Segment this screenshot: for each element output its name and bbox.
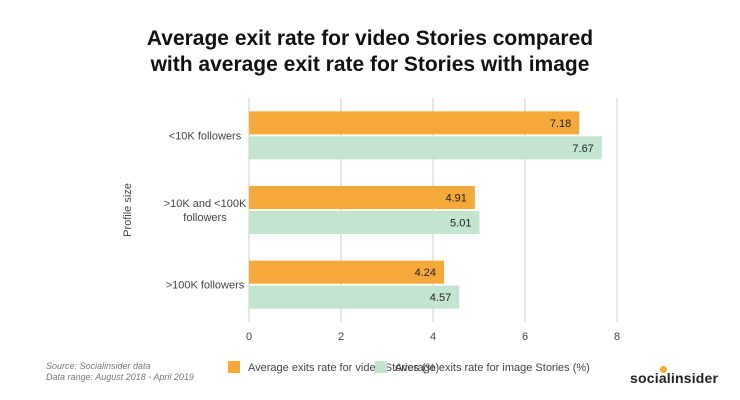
x-tick-label-3: 6 — [522, 331, 528, 343]
x-tick-label-0: 0 — [246, 331, 252, 343]
legend-label-1: Average exits rate for image Stories (%) — [395, 362, 590, 374]
x-tick-label-4: 8 — [614, 331, 620, 343]
legend-label-0: Average exits rate for video Stories (%) — [248, 362, 439, 374]
date-range-note: Data range: August 2018 - April 2019 — [46, 372, 194, 382]
chart-title: Average exit rate for video Stories comp… — [0, 26, 740, 78]
data-label-s1-c0: 7.67 — [572, 143, 593, 155]
source-note: Source: Socialinsider data — [46, 361, 151, 371]
bar-s1-c1 — [249, 211, 480, 234]
chart-footer: Source: Socialinsider data Data range: A… — [46, 361, 194, 383]
x-tick-label-1: 2 — [338, 331, 344, 343]
bar-s1-c2 — [249, 285, 460, 309]
bar-s0-c2 — [249, 260, 445, 284]
category-label-1-1: followers — [183, 212, 227, 224]
category-label-0-0: <10K followers — [169, 130, 242, 142]
data-label-s0-c0: 7.18 — [550, 118, 571, 130]
bar-s1-c0 — [249, 136, 602, 160]
category-label-2-0: >100K followers — [166, 280, 245, 292]
bar-s0-c1 — [249, 186, 475, 209]
bar-s0-c0 — [249, 111, 580, 135]
chart-title-line-1: Average exit rate for video Stories comp… — [146, 27, 594, 50]
data-label-s1-c2: 4.57 — [430, 292, 451, 304]
category-label-1-0: >10K and <100K — [164, 198, 247, 210]
brand-logo-dot — [660, 366, 667, 373]
legend-swatch-0 — [228, 361, 240, 373]
x-tick-label-2: 4 — [430, 331, 436, 343]
legend-swatch-1 — [375, 361, 387, 373]
y-axis-title: Profile size — [122, 183, 134, 237]
data-label-s1-c1: 5.01 — [450, 218, 471, 230]
brand-logo: socialinsider — [630, 370, 719, 386]
data-label-s0-c1: 4.91 — [445, 193, 466, 205]
data-label-s0-c2: 4.24 — [415, 267, 436, 279]
chart-title-line-2: with average exit rate for Stories with … — [150, 53, 590, 76]
